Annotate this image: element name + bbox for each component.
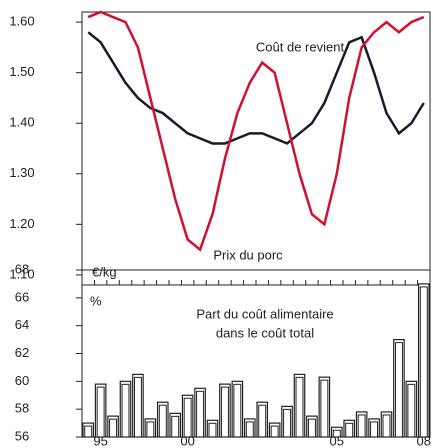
annotation: dans le coût total xyxy=(216,325,314,340)
bar-inner xyxy=(270,425,279,438)
x-tick-label: 08 xyxy=(417,433,431,448)
bar-inner xyxy=(220,386,229,438)
bar-inner xyxy=(258,404,267,438)
line-series xyxy=(87,10,425,252)
bar-inner xyxy=(183,397,192,438)
bar-inner xyxy=(382,414,391,438)
bar-inner xyxy=(146,421,155,438)
bar-inner xyxy=(133,376,142,438)
bar-inner xyxy=(158,404,167,438)
bar-inner xyxy=(407,383,416,438)
bar-inner xyxy=(394,342,403,438)
bar-inner xyxy=(307,418,316,438)
y-tick-label: 1.10 xyxy=(9,266,34,281)
y-tick-label: 1.40 xyxy=(9,115,34,130)
x-tick-label: 95 xyxy=(93,433,107,448)
y-tick-label: 58 xyxy=(15,401,29,416)
y-tick-label: 66 xyxy=(15,289,29,304)
bar-inner xyxy=(109,418,118,438)
bar-inner xyxy=(196,390,205,438)
bar-inner xyxy=(245,421,254,438)
bar-inner xyxy=(295,376,304,438)
y-tick-label: 1.30 xyxy=(9,165,34,180)
bar-inner xyxy=(96,386,105,438)
x-tick-label: 00 xyxy=(180,433,194,448)
bar-inner xyxy=(84,425,93,438)
bar-inner xyxy=(332,429,341,438)
y-tick-label: 62 xyxy=(15,345,29,360)
bar-inner xyxy=(320,379,329,438)
annotation: Part du coût alimentaire xyxy=(196,306,333,321)
bar-inner xyxy=(283,408,292,438)
x-tick-label: 05 xyxy=(330,433,344,448)
bar-inner xyxy=(171,415,180,438)
legend-label: Coût de revient xyxy=(256,39,345,54)
y-tick-label: 1.20 xyxy=(9,216,34,231)
y-tick-label: 1.60 xyxy=(9,14,34,29)
y-tick-label: 64 xyxy=(15,317,29,332)
unit-label: % xyxy=(90,293,102,308)
line-series xyxy=(87,31,425,145)
bar-inner xyxy=(345,422,354,438)
bar-inner xyxy=(370,421,379,438)
bar-inner xyxy=(208,422,217,438)
bar-inner xyxy=(419,286,428,438)
legend-label: Prix du porc xyxy=(213,247,283,262)
bar-inner xyxy=(233,383,242,438)
y-tick-label: 1.50 xyxy=(9,64,34,79)
y-tick-label: 56 xyxy=(15,428,29,443)
unit-label: €/kg xyxy=(92,264,117,279)
y-tick-label: 60 xyxy=(15,373,29,388)
bar-inner xyxy=(121,383,130,438)
y-tick-label: 68 xyxy=(15,261,29,276)
bar-inner xyxy=(357,414,366,438)
